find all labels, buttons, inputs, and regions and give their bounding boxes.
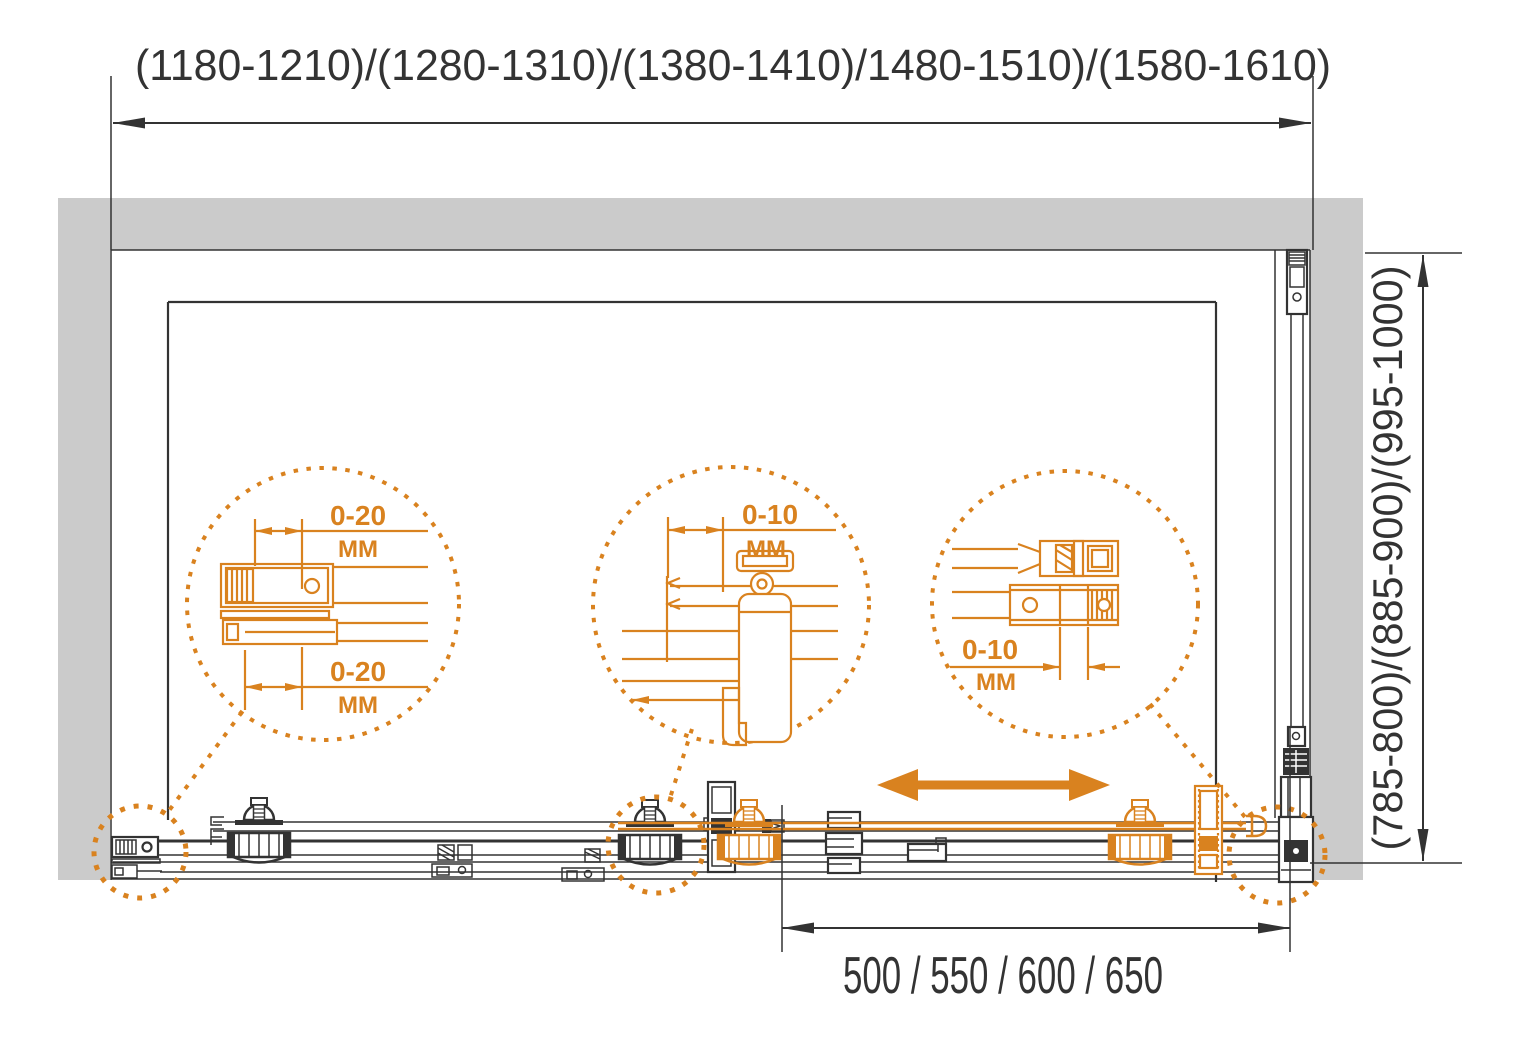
detail-circle-left: 0-20 MM 0-20 MM — [185, 466, 461, 742]
glass-panel-outline — [166, 300, 1218, 882]
door-profile-section-drawing — [622, 549, 838, 747]
detail-middle-value: 0-10 — [742, 499, 798, 530]
dimension-right-label: (785-800)/(885-900)/(995-1000) — [1364, 266, 1411, 851]
callout-circle-left — [91, 803, 189, 901]
dimension-top: (1180-1210)/(1280-1310)/(1380-1410)/1480… — [113, 41, 1331, 250]
detail-right-value: 0-10 — [962, 634, 1018, 665]
door-roller-black-2 — [617, 798, 683, 866]
callout-circle-right — [1226, 804, 1328, 906]
walls — [58, 76, 1363, 880]
detail-middle-unit: MM — [746, 536, 786, 563]
dimension-right-extension-lines — [1310, 252, 1462, 864]
orange-end-bracket — [1193, 784, 1224, 876]
dimension-right: (785-800)/(885-900)/(995-1000) — [1310, 252, 1462, 864]
detail-left-bottom-value: 0-20 — [330, 656, 386, 687]
leader-middle — [668, 728, 694, 799]
track-guide-cluster-2 — [561, 848, 605, 882]
detail-left-top-value: 0-20 — [330, 500, 386, 531]
right-wall-profile — [1285, 248, 1309, 727]
wall-top — [58, 198, 1363, 250]
callout-circles — [91, 702, 1328, 906]
glass-clamp-u-bracket — [906, 837, 948, 863]
dimension-top-label: (1180-1210)/(1280-1310)/(1380-1410)/1480… — [135, 41, 1331, 90]
dimension-bottom-label: 500 / 550 / 600 / 650 — [843, 947, 1163, 1005]
wall-bracket-section-drawing — [952, 539, 1120, 627]
hardware-black — [110, 248, 1315, 884]
wall-left — [58, 250, 110, 880]
detail-circle-middle: 0-10 MM — [591, 465, 871, 747]
slide-direction-arrow — [877, 769, 1110, 801]
detail-left-bottom-unit: MM — [338, 692, 378, 719]
detail-right-unit: MM — [976, 669, 1016, 696]
glass-clamp-e-bracket — [824, 810, 864, 875]
leader-left — [166, 710, 244, 814]
dimension-bottom: 500 / 550 / 600 / 650 — [781, 728, 1291, 1005]
enclosure-frame — [166, 250, 1276, 882]
wall-right — [1310, 250, 1363, 880]
detail-left-top-unit: MM — [338, 536, 378, 563]
detail-circle-right: 0-10 MM — [930, 469, 1200, 739]
callout-circle-middle — [605, 794, 707, 896]
door-roller-orange-2 — [1107, 798, 1173, 866]
wall-inner-edges — [110, 76, 1311, 880]
wall-profile-hook — [210, 816, 224, 845]
wall-profile-section-drawing — [219, 562, 428, 646]
track-guide-cluster-1 — [431, 844, 473, 878]
orange-rail-end-cap — [1246, 814, 1268, 838]
right-wall-assembly — [1277, 725, 1315, 884]
left-wall-bracket — [110, 835, 162, 879]
door-panel-orange — [618, 784, 1268, 876]
